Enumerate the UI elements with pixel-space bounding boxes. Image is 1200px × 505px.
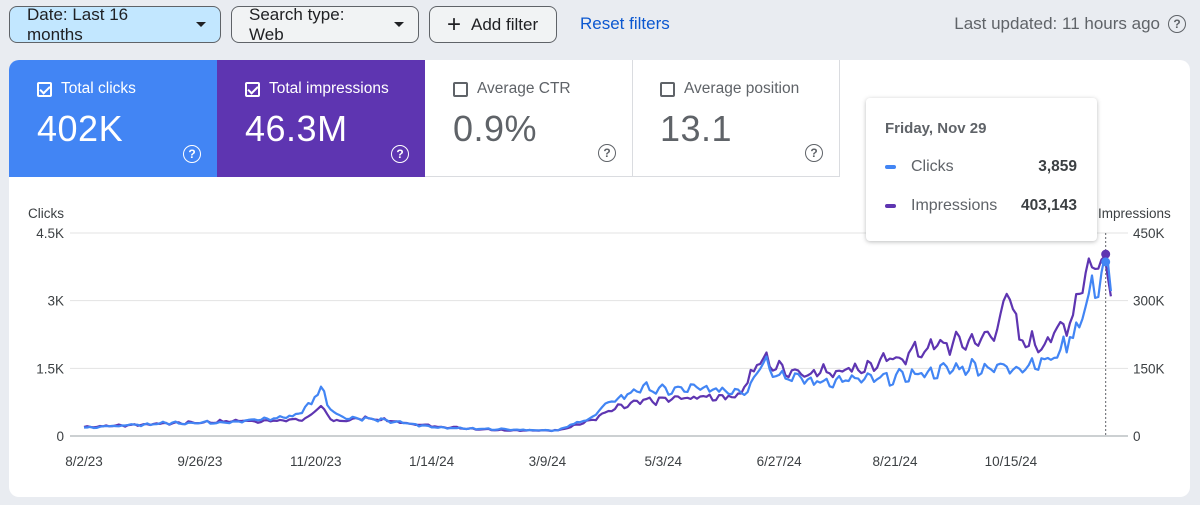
- checkbox-icon[interactable]: [37, 81, 52, 97]
- left-tick-label: 0: [56, 429, 64, 444]
- help-icon[interactable]: ?: [598, 144, 616, 162]
- tooltip-clicks-label: Clicks: [911, 158, 954, 175]
- tooltip-row-clicks: Clicks 3,859: [885, 158, 1077, 176]
- impressions-hover-point: [1101, 249, 1111, 259]
- last-updated: Last updated: 11 hours ago ?: [954, 14, 1186, 34]
- tooltip-date: Friday, Nov 29: [885, 120, 987, 137]
- x-tick-label: 3/9/24: [529, 454, 567, 469]
- metric-label: Total impressions: [269, 80, 389, 97]
- left-tick-label: 1.5K: [36, 361, 64, 376]
- plus-icon: +: [447, 10, 462, 38]
- tooltip-clicks-value: 3,859: [1038, 158, 1077, 175]
- left-tick-label: 4.5K: [36, 226, 64, 241]
- clicks-hover-point: [1101, 257, 1111, 267]
- metric-average-position[interactable]: Average position 13.1 ?: [632, 60, 840, 177]
- left-tick-label: 3K: [47, 294, 64, 309]
- add-filter-button[interactable]: + Add filter: [429, 6, 557, 43]
- chevron-down-icon: [196, 22, 206, 27]
- metric-total-clicks[interactable]: Total clicks 402K ?: [9, 60, 217, 177]
- help-icon[interactable]: ?: [805, 144, 823, 162]
- metric-value: 402K: [37, 108, 124, 149]
- metric-label: Average CTR: [477, 80, 571, 97]
- add-filter-label: Add filter: [471, 14, 539, 34]
- impressions-series-line: [83, 255, 1112, 433]
- metric-label: Total clicks: [61, 80, 136, 97]
- date-filter-chip[interactable]: Date: Last 16 months: [9, 4, 221, 44]
- x-tick-label: 9/26/23: [177, 454, 222, 469]
- metric-average-ctr[interactable]: Average CTR 0.9% ?: [425, 60, 633, 177]
- chevron-down-icon: [394, 22, 404, 27]
- right-tick-label: 300K: [1133, 294, 1165, 309]
- clicks-series-line: [84, 255, 1112, 432]
- metric-value: 13.1: [660, 108, 733, 149]
- x-tick-label: 8/21/24: [873, 454, 919, 469]
- impressions-swatch: [885, 204, 896, 208]
- x-tick-label: 8/2/23: [65, 454, 103, 469]
- search-type-label: Search type: Web: [249, 4, 345, 44]
- clicks-swatch: [885, 165, 896, 169]
- left-axis-label: Clicks: [28, 206, 64, 221]
- metric-total-impressions[interactable]: Total impressions 46.3M ?: [217, 60, 425, 177]
- right-tick-label: 450K: [1133, 226, 1165, 241]
- right-axis-label: Impressions: [1098, 206, 1171, 221]
- x-tick-label: 1/14/24: [409, 454, 455, 469]
- search-type-chip[interactable]: Search type: Web: [231, 4, 419, 44]
- checkbox-icon[interactable]: [660, 81, 675, 97]
- tooltip-row-impressions: Impressions 403,143: [885, 197, 1077, 215]
- reset-filters-link[interactable]: Reset filters: [580, 14, 670, 33]
- tooltip-impressions-label: Impressions: [911, 197, 998, 214]
- x-tick-label: 10/15/24: [985, 454, 1038, 469]
- help-icon[interactable]: ?: [391, 145, 409, 163]
- tooltip-impressions-value: 403,143: [1020, 197, 1077, 214]
- last-updated-text: Last updated: 11 hours ago: [954, 14, 1160, 33]
- x-tick-label: 11/20/23: [290, 454, 342, 469]
- metric-value: 0.9%: [453, 108, 538, 149]
- metric-value: 46.3M: [245, 108, 348, 149]
- x-tick-label: 5/3/24: [645, 454, 683, 469]
- right-tick-label: 0: [1133, 429, 1141, 444]
- help-icon[interactable]: ?: [183, 145, 201, 163]
- metric-label: Average position: [684, 80, 800, 97]
- x-tick-label: 6/27/24: [757, 454, 803, 469]
- date-filter-label: Date: Last 16 months: [27, 4, 129, 44]
- right-tick-label: 150K: [1133, 361, 1165, 376]
- checkbox-icon[interactable]: [453, 81, 468, 97]
- help-icon[interactable]: ?: [1168, 15, 1186, 33]
- toolbar: Date: Last 16 months Search type: Web + …: [0, 0, 1200, 50]
- checkbox-icon[interactable]: [245, 81, 260, 97]
- chart-tooltip: Friday, Nov 29 Clicks 3,859 Impressions …: [866, 98, 1097, 241]
